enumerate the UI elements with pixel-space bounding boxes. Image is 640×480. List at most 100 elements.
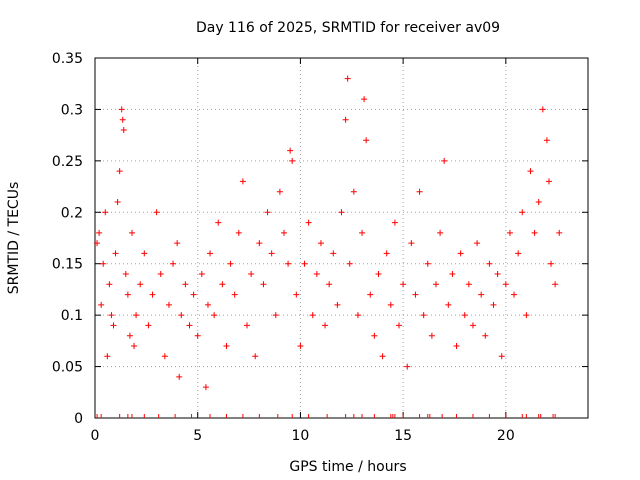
data-point xyxy=(128,229,135,236)
x-tick-label: 15 xyxy=(394,428,412,444)
data-point xyxy=(391,219,398,226)
data-point xyxy=(239,178,246,185)
data-point xyxy=(227,260,234,267)
y-tick-label: 0.3 xyxy=(61,102,83,118)
data-point xyxy=(100,260,107,267)
data-point xyxy=(161,353,168,360)
data-point xyxy=(194,332,201,339)
data-point xyxy=(363,137,370,144)
data-point xyxy=(293,291,300,298)
data-point xyxy=(548,260,555,267)
data-point xyxy=(305,219,312,226)
data-point xyxy=(176,373,183,380)
data-point xyxy=(383,250,390,257)
data-point xyxy=(338,209,345,216)
data-point xyxy=(256,240,263,247)
data-point xyxy=(252,353,259,360)
data-point xyxy=(174,240,181,247)
data-point xyxy=(287,147,294,154)
data-point xyxy=(98,301,105,308)
data-point xyxy=(131,343,138,349)
data-point xyxy=(186,322,193,329)
data-point xyxy=(437,229,444,236)
data-point xyxy=(453,343,460,349)
data-point xyxy=(396,322,403,329)
data-point xyxy=(204,301,211,308)
data-point xyxy=(276,188,283,195)
data-point xyxy=(445,301,452,308)
data-point xyxy=(264,209,271,216)
data-point xyxy=(207,250,214,257)
data-point xyxy=(119,116,126,123)
data-point xyxy=(469,322,476,329)
data-point xyxy=(313,271,320,277)
data-point xyxy=(478,291,485,298)
data-point xyxy=(404,363,411,370)
data-point xyxy=(400,281,407,288)
data-point xyxy=(334,301,341,308)
data-point xyxy=(215,219,222,226)
data-point xyxy=(309,312,316,319)
data-point xyxy=(424,260,431,267)
y-tick-label: 0.25 xyxy=(52,154,83,170)
data-point xyxy=(502,281,509,288)
data-point xyxy=(106,281,113,288)
data-point xyxy=(556,229,563,236)
data-point xyxy=(223,343,230,349)
y-axis-label: SRMTID / TECUs xyxy=(6,182,22,295)
data-point xyxy=(346,260,353,267)
data-point xyxy=(94,240,101,247)
data-point xyxy=(344,75,351,82)
data-point xyxy=(387,301,394,308)
data-point xyxy=(367,291,374,298)
data-point xyxy=(145,322,152,329)
x-axis-label: GPS time / hours xyxy=(289,459,406,475)
data-point xyxy=(461,312,468,319)
data-point xyxy=(120,127,127,133)
data-point xyxy=(515,250,522,257)
data-point xyxy=(211,312,218,319)
data-point xyxy=(519,209,526,216)
x-tick-label: 5 xyxy=(193,428,202,444)
data-point xyxy=(498,353,505,360)
data-point xyxy=(523,312,530,319)
data-point xyxy=(104,353,111,360)
data-point xyxy=(182,281,189,288)
data-point xyxy=(354,312,361,319)
data-point xyxy=(543,137,550,144)
data-point xyxy=(408,240,415,247)
data-point xyxy=(153,209,160,216)
data-point xyxy=(231,291,238,298)
data-point xyxy=(441,157,448,164)
data-point xyxy=(133,312,140,319)
x-tick-label: 10 xyxy=(292,428,310,444)
data-point xyxy=(248,271,255,277)
data-point xyxy=(260,281,267,288)
data-point xyxy=(289,157,296,164)
data-point xyxy=(219,281,226,288)
data-point xyxy=(494,271,501,277)
data-point xyxy=(326,281,333,288)
data-point xyxy=(527,168,534,175)
data-point xyxy=(506,229,513,236)
data-point xyxy=(108,312,115,319)
data-point xyxy=(301,260,308,267)
data-point xyxy=(126,332,133,339)
y-tick-label: 0.35 xyxy=(52,51,83,67)
data-point xyxy=(359,229,366,236)
data-point xyxy=(165,301,172,308)
y-tick-label: 0 xyxy=(74,411,83,427)
y-tick-label: 0.1 xyxy=(61,308,83,324)
chart-title: Day 116 of 2025, SRMTID for receiver av0… xyxy=(196,20,500,36)
data-point xyxy=(449,271,456,277)
data-point xyxy=(379,353,386,360)
data-point xyxy=(490,301,497,308)
x-tick-label: 20 xyxy=(497,428,515,444)
data-point xyxy=(511,291,518,298)
data-point xyxy=(465,281,472,288)
data-point xyxy=(137,281,144,288)
data-point xyxy=(280,229,287,236)
data-point xyxy=(178,312,185,319)
data-point xyxy=(552,281,559,288)
